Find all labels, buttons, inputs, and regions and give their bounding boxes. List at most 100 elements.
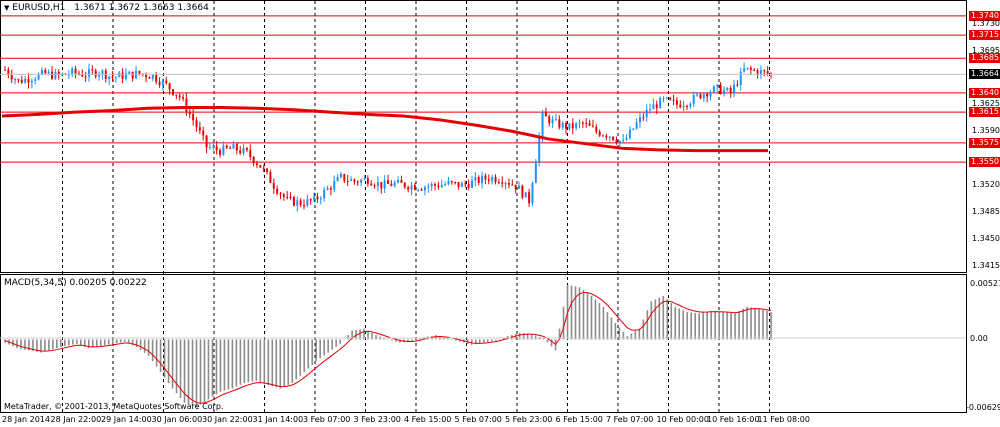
- candle-body: [551, 119, 554, 124]
- macd-bar: [275, 339, 278, 388]
- macd-bar: [666, 299, 669, 340]
- macd-bar: [191, 339, 194, 406]
- candle-body: [51, 71, 54, 79]
- candle-body: [208, 147, 211, 149]
- dropdown-triangle-icon[interactable]: ▼: [4, 4, 10, 12]
- candle-body: [188, 111, 191, 115]
- time-tick-label: 3 Feb 07:00: [303, 415, 351, 424]
- candle-body: [366, 178, 369, 184]
- macd-bar: [638, 328, 641, 340]
- candle-body: [756, 70, 759, 75]
- candle-body: [151, 74, 154, 79]
- macd-bar: [419, 338, 421, 340]
- candle-body: [360, 179, 363, 183]
- candle-body: [649, 109, 652, 111]
- macd-frame: [0, 274, 967, 413]
- candle-body: [339, 173, 342, 178]
- candle-body: [501, 182, 504, 184]
- candle-body: [393, 182, 396, 186]
- candle-body: [34, 79, 37, 81]
- candle-body: [10, 75, 13, 80]
- candle-body: [245, 148, 248, 150]
- macd-bar: [259, 339, 262, 383]
- time-tick-label: 5 Feb 23:00: [505, 415, 553, 424]
- candle-body: [47, 71, 50, 74]
- macd-bar: [143, 339, 146, 353]
- candle-body: [87, 69, 90, 77]
- candle-body: [464, 183, 467, 185]
- candle-body: [262, 167, 265, 169]
- macd-bar: [215, 339, 218, 395]
- candle-body: [269, 171, 272, 184]
- candle-body: [749, 67, 752, 70]
- candle-body: [235, 144, 238, 151]
- macd-bar: [32, 339, 34, 352]
- macd-bar: [646, 310, 649, 340]
- macd-histogram: [4, 284, 772, 408]
- macd-bar: [407, 339, 409, 342]
- macd-bar: [534, 335, 537, 340]
- candle-body: [346, 180, 349, 182]
- macd-bar: [730, 312, 732, 340]
- macd-bar: [227, 339, 230, 390]
- macd-bar: [399, 339, 401, 343]
- candle-body: [622, 139, 625, 141]
- candle-body: [558, 119, 561, 128]
- candle-body: [279, 193, 282, 195]
- candle-body: [709, 92, 712, 97]
- candle-body: [373, 185, 376, 187]
- candle-body: [511, 184, 514, 186]
- candle-body: [387, 180, 389, 184]
- macd-bar: [710, 311, 712, 340]
- candle-body: [161, 80, 164, 86]
- candle-body: [642, 117, 645, 119]
- macd-bar: [163, 339, 166, 378]
- candle-body: [612, 136, 615, 141]
- candle-body: [114, 77, 117, 79]
- candle-body: [554, 119, 557, 121]
- candle-body: [484, 175, 487, 180]
- macd-bar: [630, 333, 633, 340]
- macd-bar: [20, 339, 22, 349]
- time-tick-label: 3 Feb 23:00: [353, 415, 401, 424]
- macd-bar: [746, 306, 748, 340]
- macd-bar: [606, 312, 609, 340]
- candle-body: [185, 98, 188, 112]
- candle-body: [323, 189, 326, 199]
- candle-body: [98, 73, 101, 77]
- macd-bar: [574, 286, 577, 340]
- macd-bar: [56, 339, 58, 349]
- macd-bar: [546, 339, 549, 343]
- time-tick-label: 6 Feb 15:00: [555, 415, 603, 424]
- macd-bar: [447, 338, 449, 340]
- moving-average-line: [1, 105, 768, 153]
- price-level-lines: [0, 15, 966, 163]
- macd-bar: [255, 339, 258, 381]
- candle-body: [571, 123, 574, 129]
- candle-body: [575, 123, 578, 129]
- macd-bar: [598, 303, 601, 340]
- macd-bar: [578, 287, 581, 340]
- candle-body: [309, 199, 312, 201]
- candle-body: [565, 122, 568, 129]
- candle-body: [376, 182, 379, 187]
- candle-body: [454, 182, 457, 184]
- candle-body: [514, 184, 517, 189]
- candle-body: [588, 123, 591, 126]
- candle-body: [67, 74, 70, 76]
- candle-body: [363, 178, 366, 180]
- macd-bar: [562, 306, 565, 340]
- macd-axis-bottom: -0.00629: [966, 403, 1000, 412]
- time-tick-label: 30 Jan 22:00: [202, 415, 253, 424]
- candle-body: [272, 183, 275, 189]
- candle-body: [686, 105, 689, 107]
- candle-body: [689, 104, 692, 107]
- macd-bar: [107, 339, 110, 345]
- time-tick-label: 7 Feb 07:00: [606, 415, 654, 424]
- macd-bar: [698, 313, 700, 340]
- macd-bar: [754, 308, 756, 340]
- candle-body: [598, 131, 601, 136]
- macd-bar: [72, 339, 74, 345]
- candle-body: [706, 93, 709, 97]
